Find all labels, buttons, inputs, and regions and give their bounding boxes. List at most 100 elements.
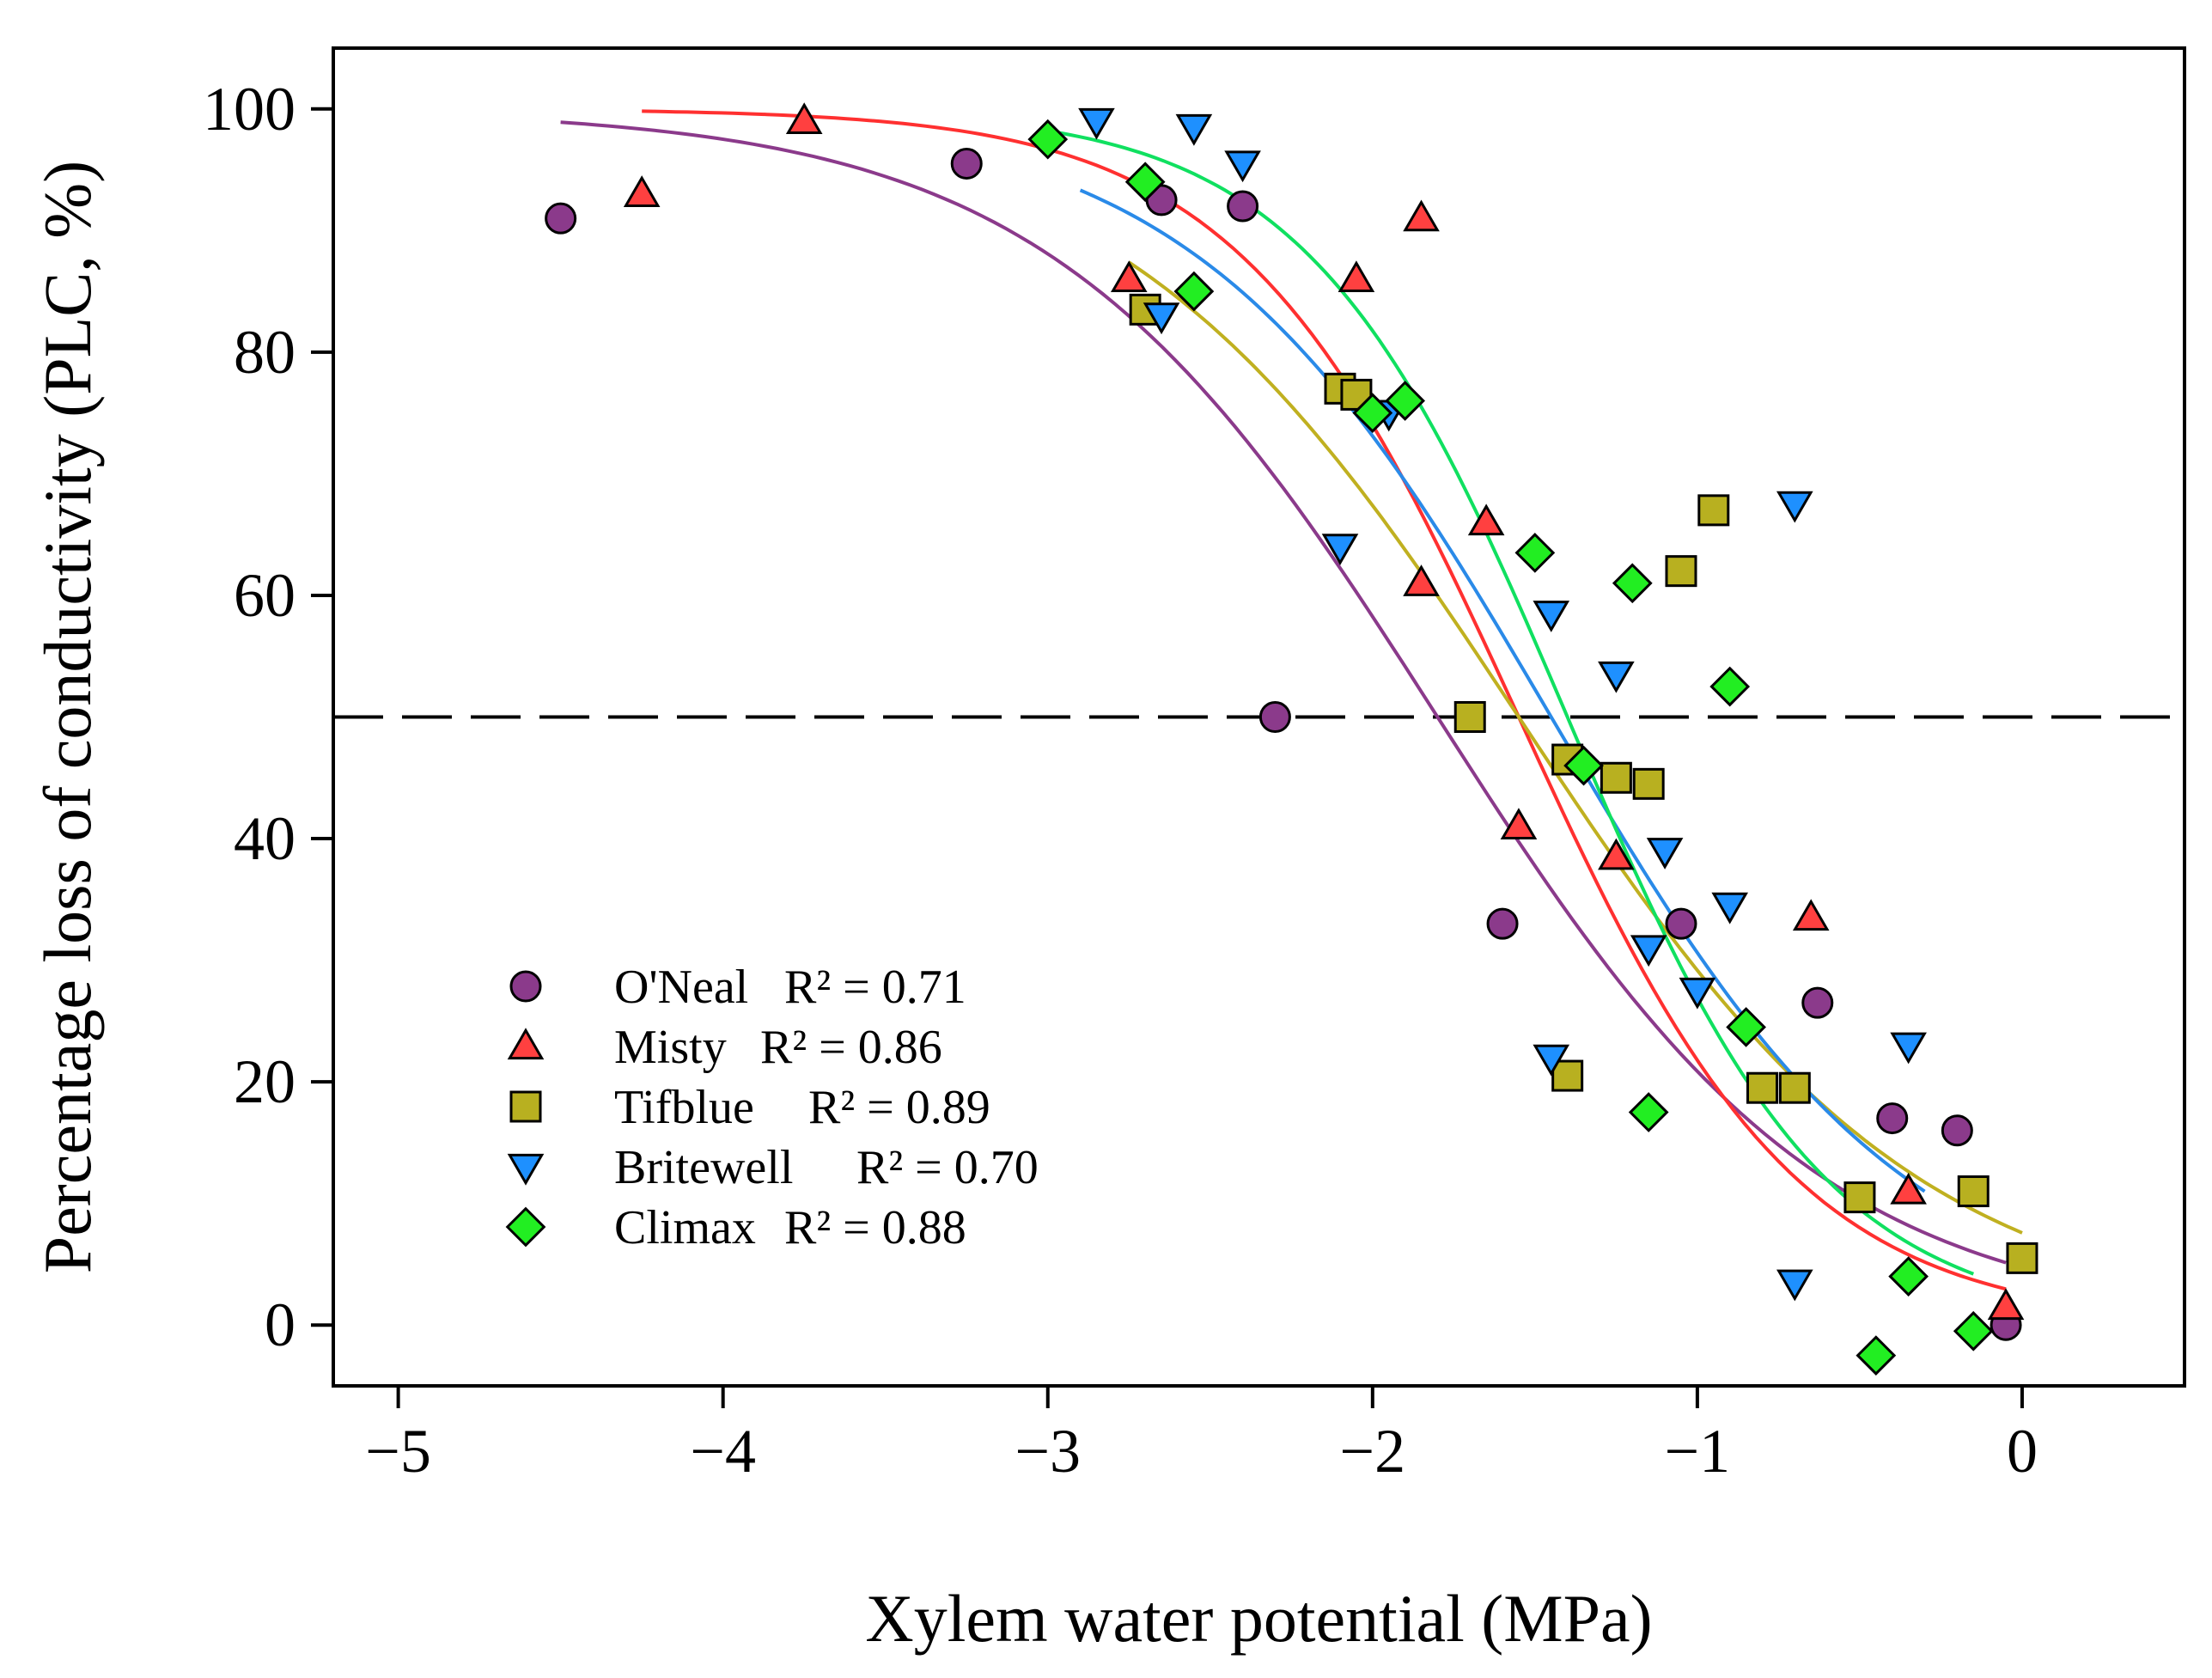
point-climax: [1027, 119, 1069, 160]
point-britewell: [1646, 838, 1684, 870]
data-points: [545, 102, 2038, 1376]
fit-curve-tifblue: [1128, 260, 2023, 1235]
point-climax: [1173, 271, 1215, 312]
point-o-neal: [545, 202, 577, 235]
y-tick-label: 80: [234, 318, 296, 387]
point-climax: [1352, 393, 1393, 434]
fit-curve-climax: [1047, 129, 1975, 1276]
point-climax: [1953, 1310, 1994, 1352]
point-misty: [1110, 260, 1148, 293]
point-o-neal: [1941, 1114, 1973, 1147]
legend-r2-misty: R² = 0.86: [760, 1021, 942, 1074]
fit-curve-britewell: [1079, 188, 1926, 1193]
point-britewell: [1679, 977, 1716, 1010]
point-tifblue: [2006, 1242, 2038, 1274]
legend-name-climax: Climax: [614, 1201, 756, 1254]
x-tick-label: −2: [1340, 1417, 1406, 1486]
x-axis-title: Xylem water potential (MPa): [865, 1581, 1652, 1656]
point-misty: [1598, 838, 1635, 870]
point-climax: [1709, 666, 1751, 707]
point-misty: [1403, 199, 1440, 232]
point-tifblue: [1957, 1175, 1990, 1208]
point-misty: [1987, 1288, 2025, 1321]
point-britewell: [1321, 534, 1359, 566]
legend-r2-britewell: R² = 0.70: [856, 1141, 1039, 1194]
point-misty: [1338, 260, 1375, 293]
x-tick-label: −1: [1665, 1417, 1731, 1486]
point-britewell: [1224, 150, 1261, 183]
point-o-neal: [950, 147, 983, 180]
point-climax: [1628, 1092, 1669, 1132]
x-tick-label: 0: [2007, 1417, 2038, 1486]
point-climax: [1385, 381, 1426, 421]
point-britewell: [1175, 113, 1213, 146]
point-tifblue: [1453, 701, 1486, 733]
fit-curve-o-neal: [560, 120, 2007, 1265]
legend-marker-o-neal: [509, 970, 542, 1003]
point-tifblue: [1697, 494, 1730, 527]
point-tifblue: [1551, 1059, 1584, 1092]
legend-r2-climax: R² = 0.88: [784, 1201, 966, 1254]
y-tick-label: 20: [234, 1047, 296, 1116]
point-o-neal: [1258, 701, 1291, 733]
point-o-neal: [1665, 907, 1697, 940]
point-climax: [1856, 1335, 1897, 1376]
legend-name-o-neal: O'Neal: [614, 961, 748, 1014]
point-britewell: [1533, 1044, 1570, 1077]
legend-marker-climax: [505, 1206, 546, 1248]
point-tifblue: [1778, 1071, 1811, 1104]
point-misty: [1403, 564, 1440, 596]
point-britewell: [1711, 892, 1749, 924]
point-britewell: [1598, 661, 1635, 693]
point-misty: [1500, 808, 1538, 839]
point-o-neal: [1801, 986, 1834, 1019]
point-misty: [785, 102, 823, 135]
point-britewell: [1143, 302, 1180, 335]
point-climax: [1563, 745, 1604, 786]
point-misty: [1792, 899, 1830, 931]
point-britewell: [1776, 1269, 1813, 1302]
point-climax: [1726, 1007, 1766, 1047]
point-climax: [1124, 162, 1166, 203]
legend-r2-o-neal: R² = 0.71: [784, 961, 966, 1014]
point-o-neal: [1876, 1102, 1909, 1135]
point-tifblue: [1843, 1181, 1876, 1214]
legend-marker-britewell: [507, 1153, 545, 1186]
x-tick-label: −4: [690, 1417, 756, 1486]
y-tick-label: 60: [234, 561, 296, 630]
point-o-neal: [1486, 907, 1519, 940]
y-tick-label: 100: [203, 75, 296, 143]
x-tick-label: −5: [365, 1417, 431, 1486]
legend-r2-tifblue: R² = 0.89: [808, 1081, 990, 1134]
point-tifblue: [1600, 761, 1632, 794]
y-tick-label: 40: [234, 804, 296, 873]
legend-name-misty: Misty: [614, 1021, 727, 1074]
point-climax: [1514, 533, 1556, 573]
point-britewell: [1078, 107, 1115, 140]
y-tick-label: 0: [265, 1291, 296, 1359]
point-climax: [1612, 563, 1653, 604]
legend-marker-tifblue: [509, 1090, 542, 1123]
point-misty: [1467, 503, 1505, 536]
point-britewell: [1533, 601, 1570, 632]
fit-curves: [560, 109, 2023, 1291]
point-climax: [1888, 1256, 1929, 1297]
point-britewell: [1890, 1032, 1927, 1065]
x-tick-label: −3: [1015, 1417, 1081, 1486]
point-britewell: [1630, 935, 1667, 967]
axis-ticks: −5 −4 −3 −2 −1 0 0 20 40 60 80 100: [203, 75, 2038, 1486]
point-tifblue: [1632, 767, 1665, 800]
fit-curve-misty: [642, 109, 2007, 1291]
point-britewell: [1776, 491, 1813, 523]
legend-name-britewell: Britewell: [614, 1141, 793, 1194]
legend-marker-misty: [507, 1028, 545, 1060]
legend-name-tifblue: Tifblue: [614, 1081, 754, 1134]
point-tifblue: [1665, 555, 1697, 588]
point-tifblue: [1746, 1071, 1779, 1104]
point-misty: [623, 175, 661, 207]
y-axis-title: Percentage loss of conductivity (PLC, %): [30, 161, 105, 1273]
point-misty: [1890, 1172, 1927, 1205]
point-o-neal: [1227, 190, 1259, 223]
